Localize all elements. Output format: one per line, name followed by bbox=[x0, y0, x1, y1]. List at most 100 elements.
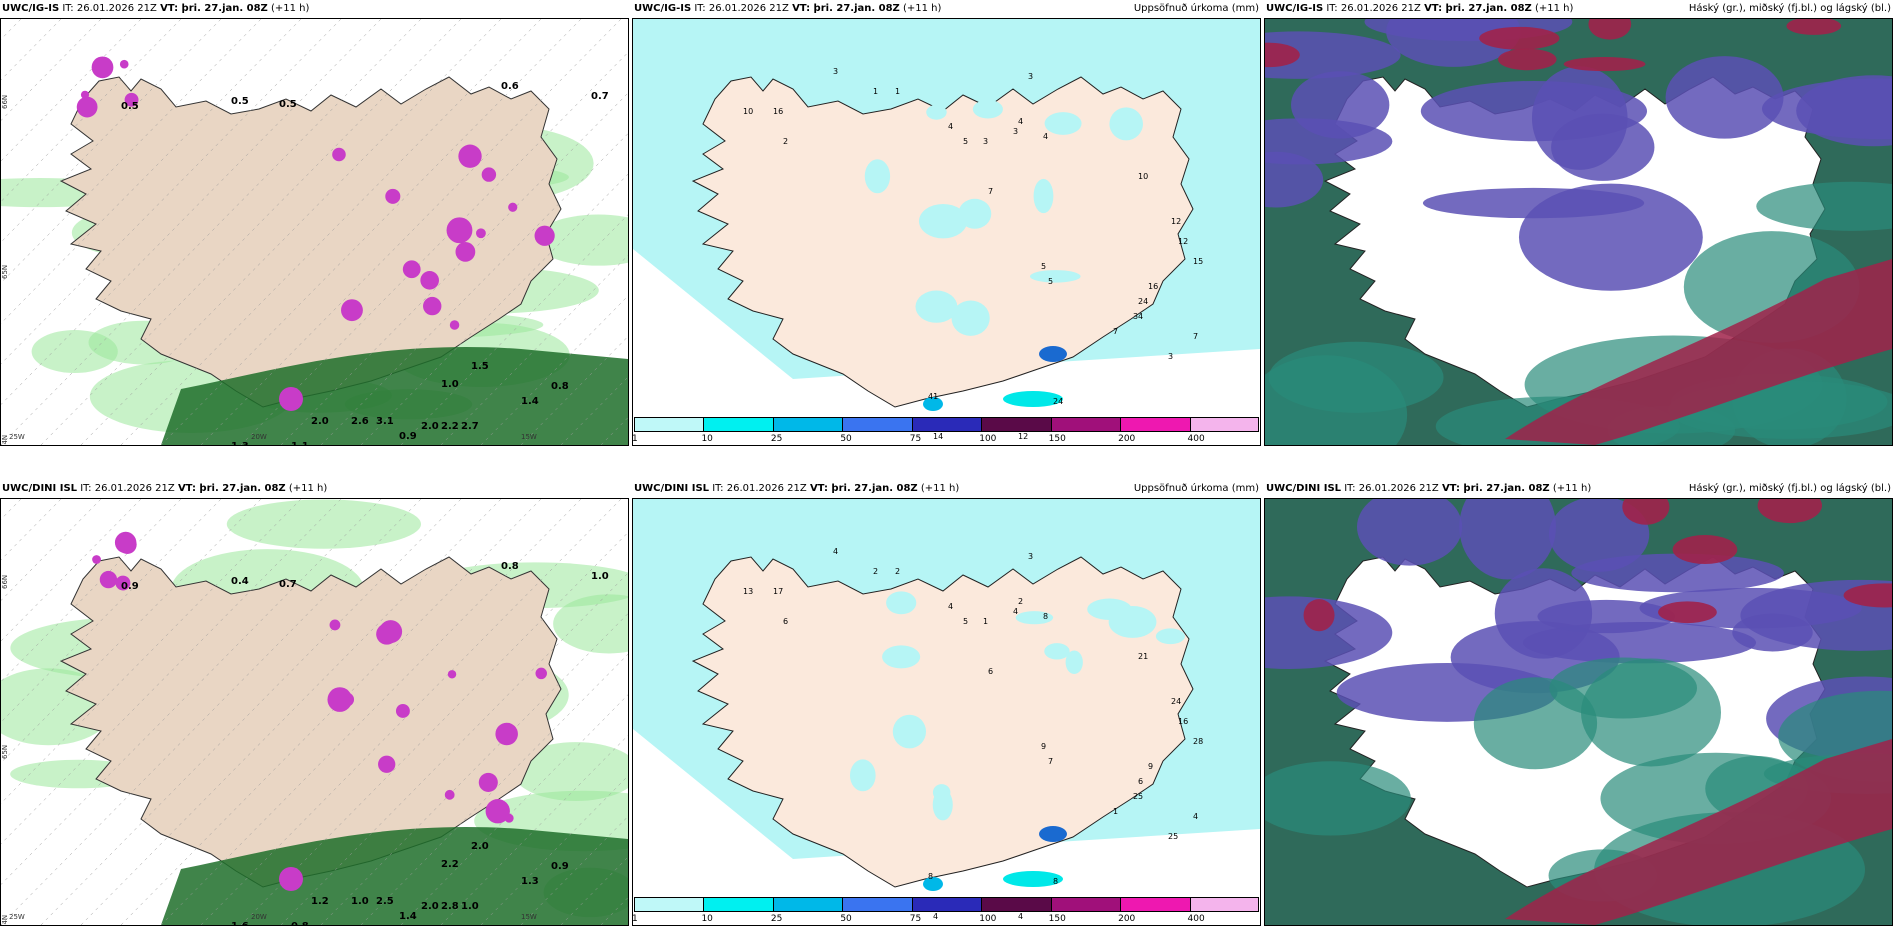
precip-value-label: 7 bbox=[1113, 327, 1118, 336]
model-label: UWC/DINI ISL bbox=[634, 483, 710, 494]
gust-spot bbox=[447, 670, 457, 679]
wind-barb-line bbox=[440, 734, 628, 925]
gust-spot bbox=[378, 755, 396, 773]
precip-value-label: 2 bbox=[873, 567, 878, 576]
colorbar-segment bbox=[842, 417, 912, 432]
latitude-label: 65N bbox=[1, 265, 9, 279]
strong-wind-band bbox=[161, 347, 628, 445]
valid-time: VT: þri. 27.jan. 08Z bbox=[1441, 483, 1550, 494]
cloud-map bbox=[1264, 498, 1893, 926]
wind-barb-line bbox=[160, 499, 582, 925]
valid-time: VT: þri. 27.jan. 08Z bbox=[177, 483, 286, 494]
low-cloud-area bbox=[1563, 57, 1646, 72]
high-cloud-area bbox=[1265, 596, 1393, 669]
colorbar-segment bbox=[1050, 897, 1121, 912]
precip-value-label: 1 bbox=[1113, 807, 1118, 816]
precip-value-label: 17 bbox=[773, 587, 783, 596]
wind-value-label: 2.7 bbox=[461, 421, 479, 432]
precip-value-label: 21 bbox=[1138, 652, 1148, 661]
wind-speed-blob bbox=[534, 214, 628, 266]
precip-value-label: 16 bbox=[1178, 717, 1188, 726]
colorbar-tick-label: 100 bbox=[979, 914, 997, 924]
cloud-title: Háský (gr.), miðský (fj.bl.) og lágský (… bbox=[1688, 3, 1891, 14]
valid-time: VT: þri. 27.jan. 08Z bbox=[792, 3, 900, 14]
precip-value-label: 16 bbox=[1148, 282, 1158, 291]
precip-value-label: 4 bbox=[1193, 812, 1198, 821]
precip-area bbox=[918, 203, 968, 239]
longitude-label: 25W bbox=[9, 433, 25, 441]
high-cloud-area bbox=[1291, 71, 1390, 139]
wind-barb-line bbox=[120, 499, 542, 925]
panel-cloud-row2: UWC/DINI ISL IT: 26.01.2026 21Z VT: þri.… bbox=[1264, 480, 1893, 926]
lead-time: (+11 h) bbox=[903, 3, 942, 14]
colorbar-segment bbox=[772, 417, 843, 432]
precip-value-label: 8 bbox=[1043, 612, 1048, 621]
colorbar-segment bbox=[772, 897, 843, 912]
wind-map: 0.5 0.5 0.6 0.7 0.5 1.0 0.9 2.0 2.6 3.1 2.0 2.2 2.7 1… bbox=[0, 18, 629, 446]
gust-spot bbox=[446, 217, 473, 244]
precip-area bbox=[926, 104, 947, 120]
precip-value-label: 12 bbox=[1171, 217, 1181, 226]
gust-spot bbox=[485, 799, 510, 824]
panel-header: UWC/IG-IS IT: 26.01.2026 21Z VT: þri. 27… bbox=[1264, 0, 1893, 18]
wind-barb-line bbox=[80, 19, 502, 445]
colorbar-segment bbox=[981, 897, 1051, 912]
wind-value-label: 1.3 bbox=[521, 876, 539, 887]
wind-value-label: 1.2 bbox=[311, 896, 329, 907]
gust-spot bbox=[504, 813, 514, 823]
precip-value-label: 5 bbox=[1048, 277, 1053, 286]
wind-barb-line bbox=[1, 19, 102, 121]
precip-area bbox=[892, 714, 927, 749]
wind-value-label: 0.8 bbox=[291, 921, 309, 925]
colorbar-tick-label: 25 bbox=[770, 914, 783, 924]
high-cloud-area bbox=[1665, 56, 1784, 139]
precip-colorbar: 1 10 25 50 75 100 150 200 400 bbox=[633, 417, 1259, 444]
precip-value-label: 4 bbox=[1043, 132, 1048, 141]
precip-value-label: 7 bbox=[988, 187, 993, 196]
wind-barb-line bbox=[1, 499, 342, 845]
wind-value-label: 1.0 bbox=[461, 901, 479, 912]
precip-value-label: 2 bbox=[1018, 597, 1023, 606]
wind-value-label: 0.7 bbox=[591, 91, 609, 102]
wind-barb-line bbox=[240, 52, 628, 445]
precip-value-label: 1 bbox=[873, 87, 878, 96]
wind-barb-line bbox=[1, 499, 182, 682]
gust-spot bbox=[329, 619, 341, 631]
lead-time: (+11 h) bbox=[1535, 3, 1574, 14]
precip-value-label: 16 bbox=[773, 107, 783, 116]
wind-barb-line bbox=[480, 295, 628, 445]
precip-area bbox=[915, 290, 958, 323]
wind-value-label: 0.9 bbox=[399, 431, 417, 442]
precip-value-label: 3 bbox=[1028, 72, 1033, 81]
precip-value-label: 4 bbox=[1138, 312, 1143, 321]
wind-value-label: 2.0 bbox=[421, 421, 439, 432]
low-cloud-band bbox=[1505, 739, 1892, 925]
init-time: IT: 26.01.2026 21Z bbox=[1326, 3, 1421, 14]
precip-area bbox=[1003, 391, 1063, 407]
wind-barb-line bbox=[320, 613, 628, 925]
high-cloud-area bbox=[1459, 499, 1556, 580]
heavy-precip-core bbox=[1039, 826, 1067, 842]
gust-spot bbox=[91, 56, 114, 79]
mid-cloud-area bbox=[1756, 181, 1892, 231]
precip-value-label: 41 bbox=[928, 392, 938, 401]
wind-barb-line bbox=[520, 336, 628, 445]
wind-barb-line bbox=[320, 133, 628, 445]
wind-barb-line bbox=[1, 499, 142, 642]
model-label: UWC/DINI ISL bbox=[2, 483, 78, 494]
precip-value-label: 15 bbox=[1193, 257, 1203, 266]
init-time: IT: 26.01.2026 21Z bbox=[80, 483, 175, 494]
wind-barb-line bbox=[1, 19, 342, 365]
precip-value-label: 4 bbox=[1018, 912, 1023, 921]
low-cloud-area bbox=[1843, 583, 1892, 608]
colorbar-tick-label: 50 bbox=[840, 914, 852, 924]
panel-header: UWC/IG-IS IT: 26.01.2026 21Z VT: þri. 27… bbox=[0, 0, 629, 18]
precip-area bbox=[1033, 178, 1054, 214]
high-cloud-area bbox=[1356, 499, 1463, 566]
high-cloud-area bbox=[1762, 78, 1892, 140]
wind-barb-line bbox=[280, 572, 628, 925]
colorbar-tick-label: 100 bbox=[979, 434, 997, 444]
precip-value-label: 6 bbox=[988, 667, 993, 676]
wind-barb-line bbox=[440, 254, 628, 445]
precip-title: Uppsöfnuð úrkoma (mm) bbox=[1133, 3, 1259, 14]
